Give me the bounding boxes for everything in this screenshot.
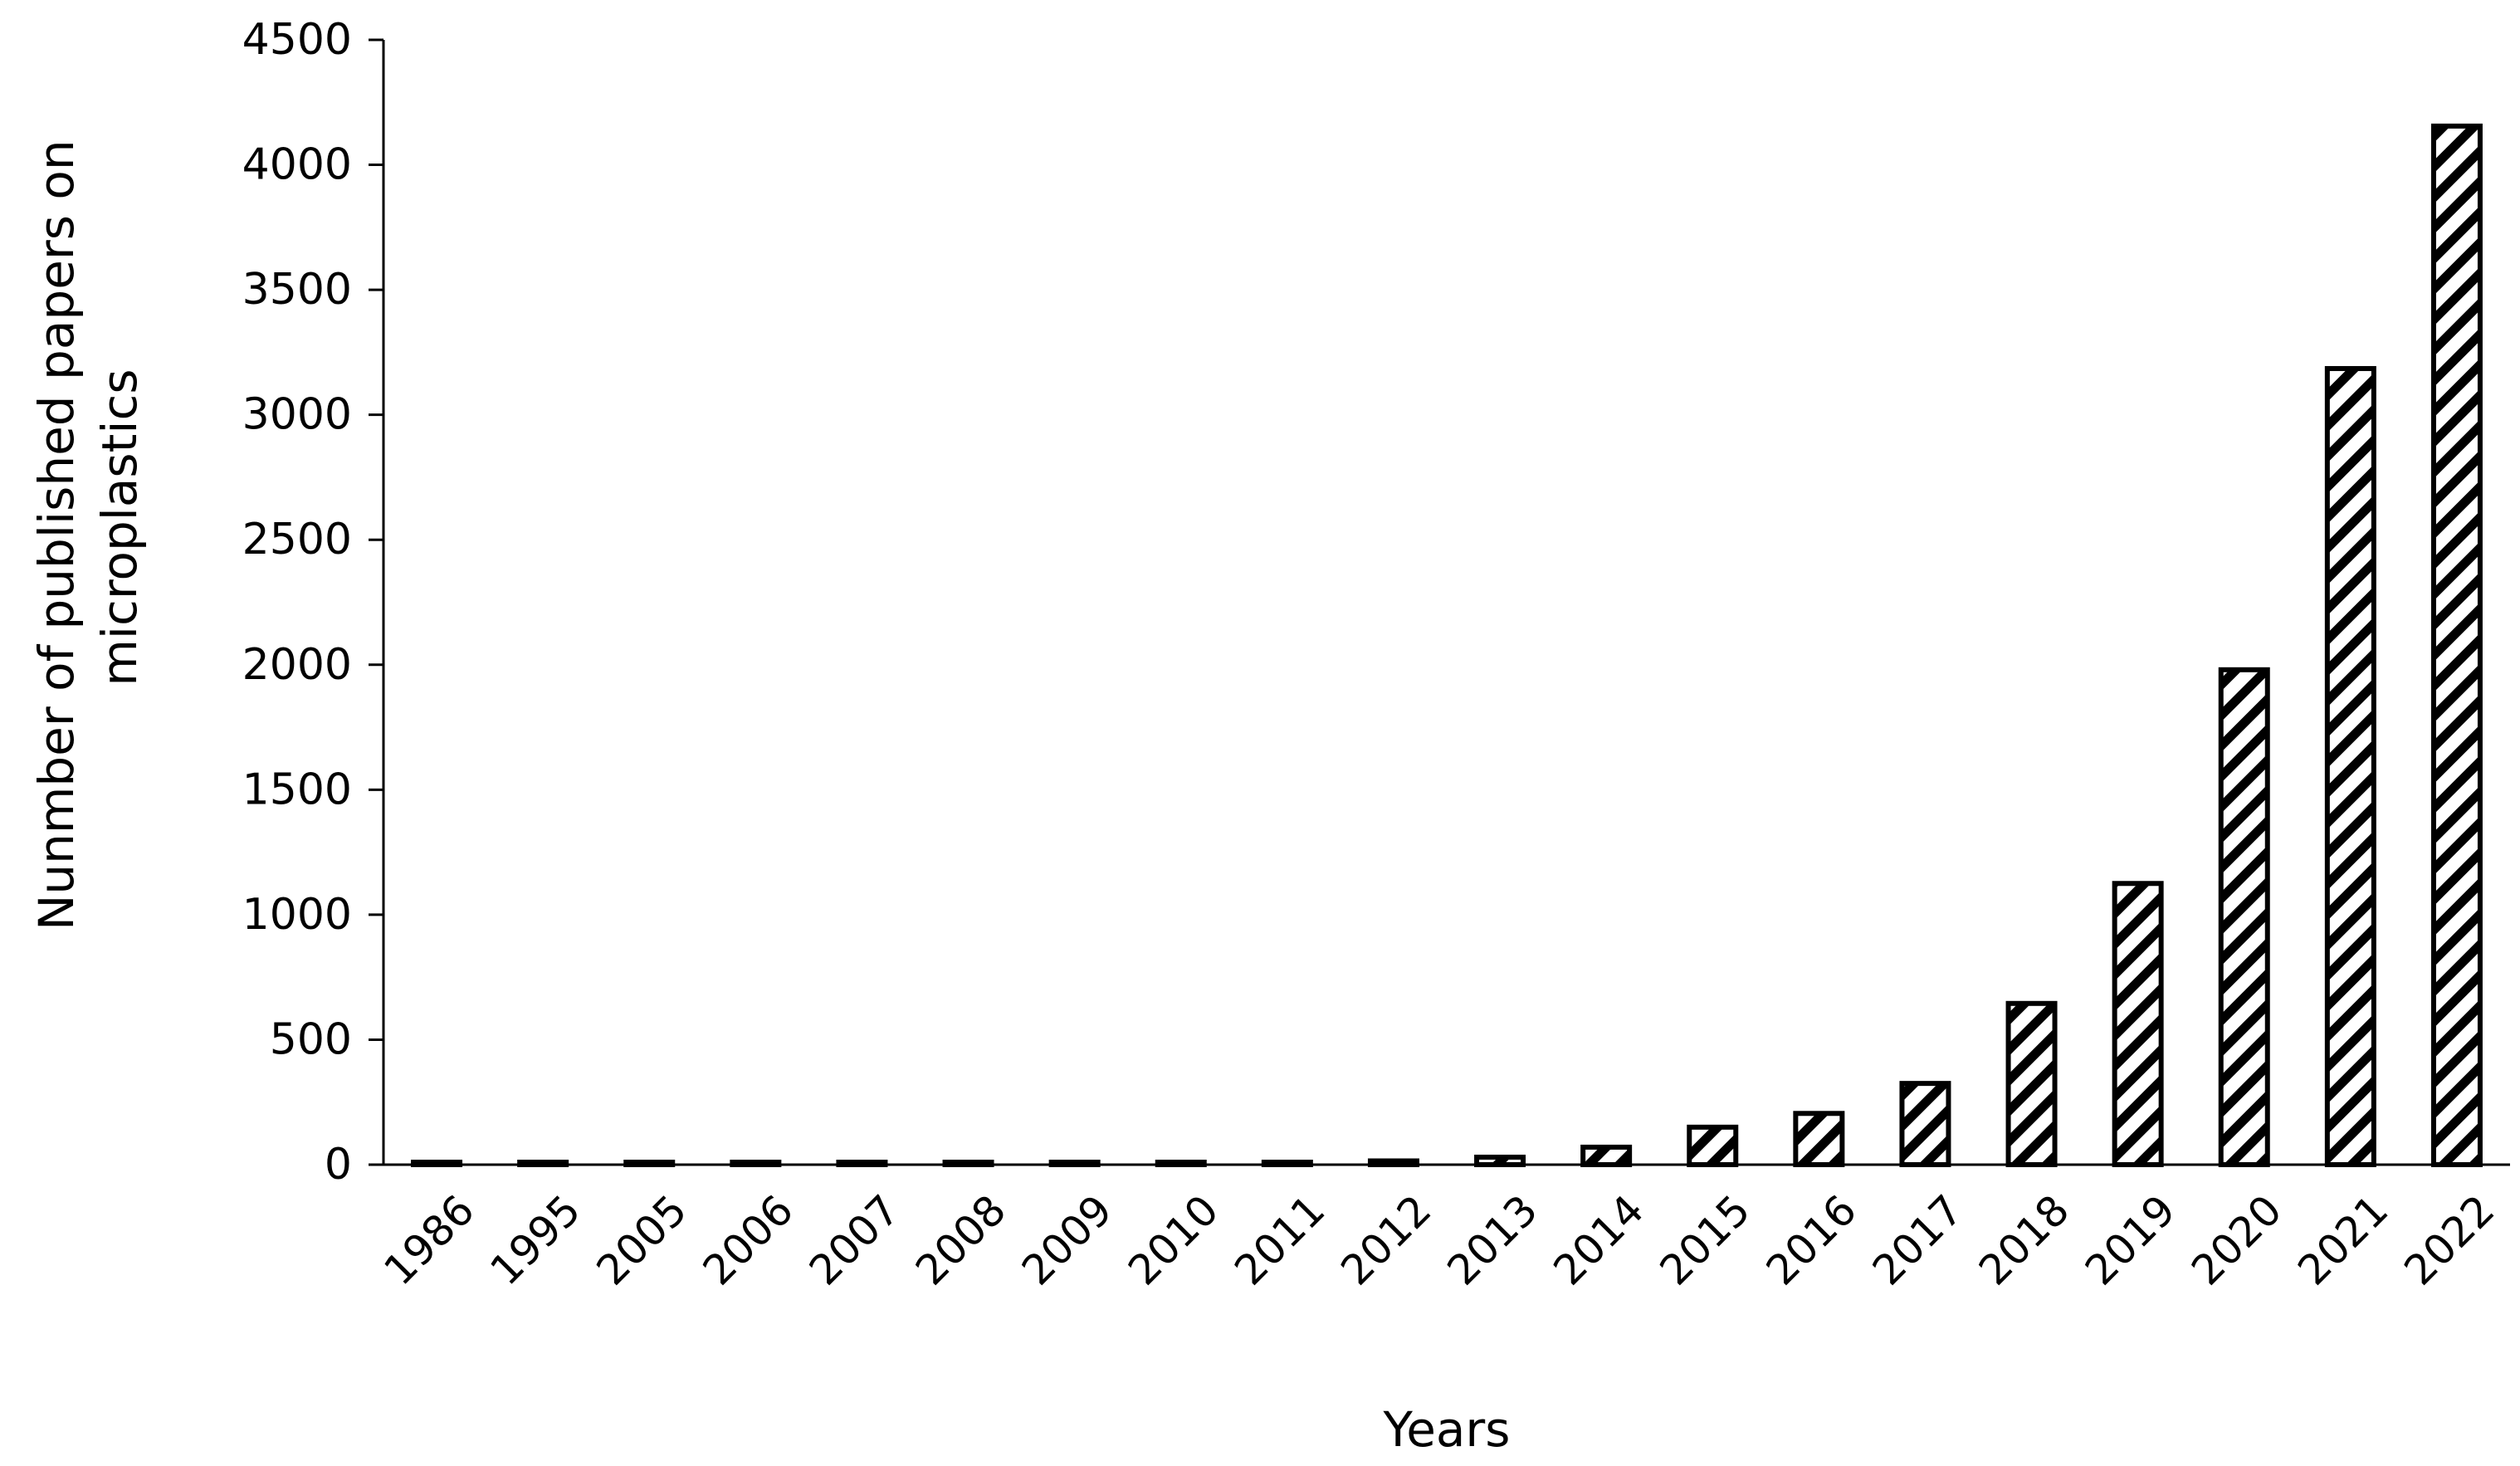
x-tick-label: 2013 (1438, 1185, 1547, 1294)
x-tick-label: 2005 (588, 1185, 696, 1294)
x-tick-label: 2014 (1545, 1185, 1653, 1294)
x-tick-label: 2021 (2288, 1185, 2397, 1294)
bar-2019 (2112, 881, 2164, 1167)
bar-2017 (1899, 1081, 1951, 1168)
y-tick-label: 3000 (242, 390, 352, 440)
x-tick-label: 2019 (2076, 1185, 2185, 1294)
x-tick-label: 1986 (375, 1185, 484, 1294)
y-axis-title-line-1: Nunmber of published papers on (28, 139, 85, 931)
y-tick-label: 500 (270, 1014, 352, 1064)
bar-2022 (2430, 123, 2483, 1168)
bars (411, 123, 2483, 1168)
bar-2015 (1687, 1124, 1739, 1168)
x-tick-label: 2010 (1119, 1185, 1228, 1294)
bar-2020 (2218, 667, 2270, 1167)
axes (382, 40, 2510, 1166)
x-tick-label: 2012 (1331, 1185, 1440, 1294)
bar-2016 (1793, 1111, 1845, 1167)
bar-2018 (2005, 1000, 2058, 1167)
x-tick-label: 2018 (1970, 1185, 2078, 1294)
y-tick-label: 2000 (242, 640, 352, 690)
x-tick-label: 2011 (1225, 1185, 1334, 1294)
y-tick-label: 3500 (242, 265, 352, 315)
y-tick-label: 1500 (242, 765, 352, 814)
y-tick-label: 2500 (242, 515, 352, 564)
y-tick-label: 0 (325, 1140, 352, 1190)
x-tick-label: 2009 (1013, 1185, 1121, 1294)
y-tick-label: 4000 (242, 140, 352, 190)
x-tick-label: 2006 (694, 1185, 803, 1294)
x-tick-label: 2017 (1863, 1185, 1972, 1294)
x-tick-label: 2008 (906, 1185, 1015, 1294)
x-tick-label: 1995 (481, 1185, 590, 1294)
x-tick-label: 2015 (1651, 1185, 1760, 1294)
bar-2021 (2324, 365, 2376, 1167)
y-axis-title: Nunmber of published papers on microplas… (28, 125, 148, 931)
x-tick-label: 2020 (2182, 1185, 2291, 1294)
x-axis-title: Years (1382, 1401, 1510, 1458)
x-ticks: 1986199520052006200720082009201020112012… (375, 1185, 2504, 1294)
y-tick-label: 1000 (242, 890, 352, 940)
x-tick-label: 2022 (2395, 1185, 2503, 1294)
x-tick-label: 2007 (800, 1185, 909, 1294)
bar-2014 (1580, 1144, 1633, 1168)
y-axis-title-line-2: microplastics (91, 369, 148, 686)
y-tick-label: 4500 (242, 15, 352, 65)
y-ticks: 0 500 1000 1500 2000 2500 3000 3500 4000 4500 (242, 15, 383, 1190)
x-tick-label: 2016 (1757, 1185, 1866, 1294)
